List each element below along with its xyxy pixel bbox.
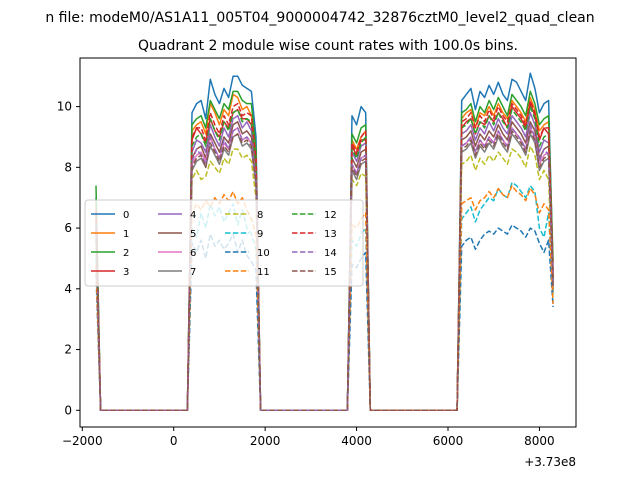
- x-tick-label: −2000: [62, 434, 103, 448]
- legend-label-1: 1: [123, 229, 129, 240]
- plot-series: [95, 72, 554, 412]
- figure-suptitle: n file: modeM0/AS1A11_005T04_9000004742_…: [45, 10, 594, 26]
- x-tick-label: 2000: [250, 434, 281, 448]
- axes-frame: [79, 57, 577, 428]
- x-tick-label: 8000: [524, 434, 555, 448]
- x-tick-label: 0: [170, 434, 178, 448]
- legend-label-13: 13: [324, 229, 337, 240]
- y-tick-label: 6: [64, 221, 72, 235]
- y-tick-label: 4: [64, 282, 72, 296]
- legend-label-11: 11: [257, 267, 270, 278]
- legend-label-14: 14: [324, 248, 337, 259]
- series-line-14: [95, 124, 554, 412]
- y-tick-label: 0: [64, 403, 72, 417]
- legend-box: [84, 199, 364, 287]
- y-axis: 0 2 4 6 8 10: [57, 100, 80, 417]
- chart-title: Quadrant 2 module wise count rates with …: [138, 38, 518, 54]
- x-offset-label: +3.73e8: [524, 455, 576, 469]
- legend-label-6: 6: [190, 248, 196, 259]
- legend-label-4: 4: [190, 210, 196, 221]
- y-tick-label: 10: [57, 100, 72, 114]
- legend-label-8: 8: [257, 210, 263, 221]
- y-tick-label: 8: [64, 160, 72, 174]
- x-tick-label: 6000: [433, 434, 464, 448]
- legend-label-10: 10: [257, 248, 270, 259]
- legend-label-5: 5: [190, 229, 196, 240]
- legend-label-0: 0: [123, 210, 129, 221]
- legend-label-3: 3: [123, 267, 129, 278]
- x-tick-label: 4000: [341, 434, 372, 448]
- legend-label-2: 2: [123, 248, 129, 259]
- y-tick-label: 2: [64, 343, 72, 357]
- legend-label-9: 9: [257, 229, 263, 240]
- legend-label-7: 7: [190, 267, 196, 278]
- x-axis: −2000 0 2000 4000 6000 8000: [62, 427, 555, 448]
- legend-label-12: 12: [324, 210, 337, 221]
- legend-label-15: 15: [324, 267, 337, 278]
